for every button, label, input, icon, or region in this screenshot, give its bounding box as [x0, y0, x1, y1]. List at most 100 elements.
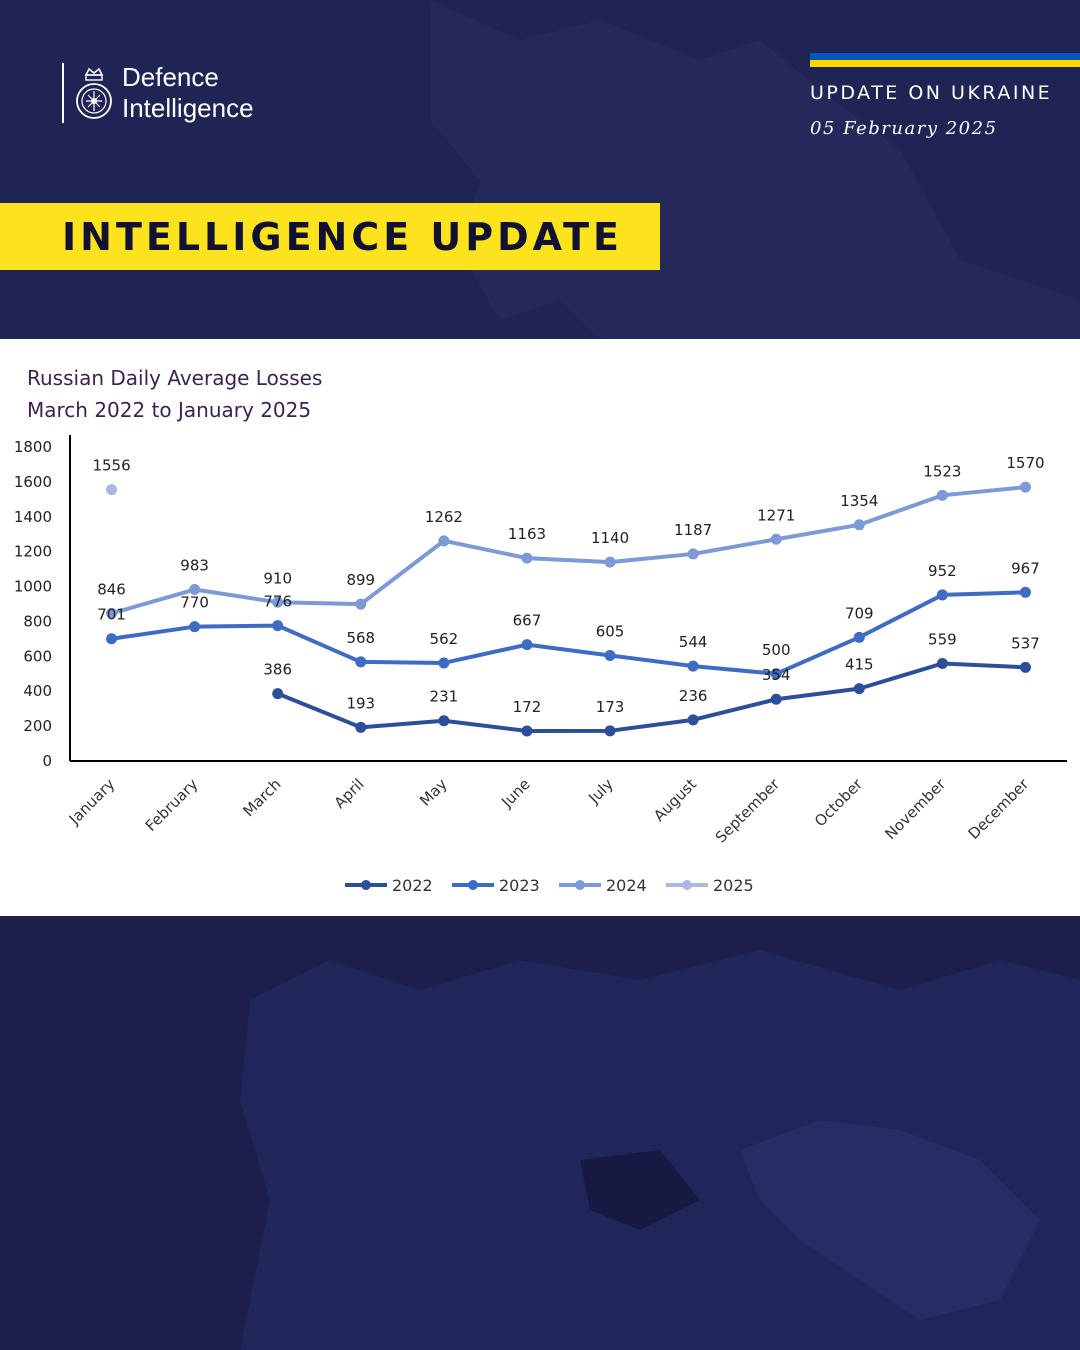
data-label-2024: 1354 [840, 492, 878, 510]
data-point-2023 [936, 589, 948, 601]
y-tick-label: 600 [23, 647, 52, 665]
data-point-2023 [438, 657, 450, 669]
data-point-2024 [770, 533, 782, 545]
update-title: UPDATE ON UKRAINE [810, 82, 1053, 104]
y-tick-label: 1800 [14, 438, 52, 456]
data-point-2023 [770, 668, 782, 680]
data-label-2024: 846 [97, 580, 126, 598]
data-label-2023: 709 [845, 604, 874, 622]
data-label-2022: 354 [762, 666, 791, 684]
data-label-2023: 967 [1011, 559, 1040, 577]
series-line-2023 [111, 590, 1026, 676]
data-label-2023: 667 [513, 612, 542, 630]
y-tick-label: 200 [23, 717, 52, 735]
data-point-2024 [521, 552, 533, 564]
x-tick-label: June [497, 775, 534, 812]
data-label-2023: 952 [928, 562, 957, 580]
y-tick-label: 400 [23, 682, 52, 700]
data-point-2023 [189, 621, 201, 633]
series-line-2022 [276, 661, 1026, 733]
legend-marker-2024 [575, 880, 585, 890]
data-point-2023 [272, 620, 284, 632]
data-point-2022 [604, 725, 616, 737]
y-tick-label: 800 [23, 612, 52, 630]
intelligence-update-banner: INTELLIGENCE UPDATE [0, 203, 660, 270]
data-label-2022: 231 [430, 688, 459, 706]
data-point-2023 [106, 633, 118, 645]
data-label-2024: 1523 [923, 462, 961, 480]
legend-marker-2025 [682, 880, 692, 890]
data-label-2022: 193 [346, 694, 375, 712]
data-point-2024 [687, 548, 699, 560]
data-label-2024: 1163 [508, 525, 546, 543]
data-label-2022: 236 [679, 687, 708, 705]
data-label-2023: 544 [679, 633, 708, 651]
data-point-2024 [355, 598, 367, 610]
x-tick-label: April [331, 775, 368, 812]
y-tick-label: 0 [42, 752, 52, 770]
data-point-2023 [604, 649, 616, 661]
ukraine-flag-bar [810, 53, 1080, 67]
x-tick-label: October [811, 775, 867, 831]
data-point-2022 [770, 693, 782, 705]
chart-subtitle: March 2022 to January 2025 [27, 398, 312, 422]
data-point-2025 [106, 484, 118, 496]
data-point-2024 [438, 535, 450, 547]
x-tick-label: November [881, 775, 949, 843]
chart-panel: Russian Daily Average Losses March 2022 … [0, 339, 1080, 916]
x-tick-label: August [650, 775, 700, 825]
data-point-2024 [604, 556, 616, 568]
x-tick-label: February [142, 775, 202, 835]
data-point-2023 [687, 660, 699, 672]
data-label-2023: 776 [263, 593, 292, 611]
crest-icon [76, 67, 112, 119]
x-tick-label: January [65, 775, 119, 829]
legend-marker-2023 [468, 880, 478, 890]
x-tick-label: March [239, 775, 284, 820]
x-tick-label: May [416, 775, 451, 810]
data-point-2024 [272, 596, 284, 608]
data-point-2022 [936, 657, 948, 669]
data-label-2024: 1187 [674, 521, 712, 539]
data-label-2022: 537 [1011, 634, 1040, 652]
y-tick-label: 1200 [14, 543, 52, 561]
data-point-2024 [189, 584, 201, 596]
legend-marker-2022 [361, 880, 371, 890]
line-chart: 0 200 400 600 800 1000 1200 1400 1600 1800 January… [14, 435, 1067, 895]
data-point-2023 [1019, 586, 1031, 598]
y-tick-label: 1600 [14, 473, 52, 491]
data-label-2024: 983 [180, 557, 209, 575]
data-label-2023: 500 [762, 641, 791, 659]
data-point-2023 [853, 631, 865, 643]
data-point-2022 [853, 683, 865, 695]
y-tick-label: 1000 [14, 578, 52, 596]
data-label-2024: 899 [346, 571, 375, 589]
data-label-2023: 562 [430, 630, 459, 648]
data-point-2024 [1019, 481, 1031, 493]
legend-label-2025: 2025 [713, 876, 754, 895]
legend-label-2024: 2024 [606, 876, 647, 895]
data-point-2024 [853, 519, 865, 531]
data-label-2024: 1262 [425, 508, 463, 526]
data-point-2022 [521, 725, 533, 737]
data-label-2022: 173 [596, 698, 625, 716]
data-label-2022: 415 [845, 656, 874, 674]
data-point-2022 [687, 714, 699, 726]
data-label-2025: 1556 [92, 457, 130, 475]
logo-divider [62, 63, 64, 123]
data-label-2023: 701 [97, 606, 126, 624]
logo-line-1: Defence [122, 62, 219, 92]
data-label-2022: 386 [263, 661, 292, 679]
data-point-2024 [106, 607, 118, 619]
update-date: 05 February 2025 [810, 118, 998, 139]
logo-line-2: Intelligence [122, 93, 254, 123]
x-tick-label: September [712, 775, 784, 847]
data-point-2023 [355, 656, 367, 668]
data-label-2023: 605 [596, 622, 625, 640]
data-point-2022 [272, 688, 284, 700]
data-label-2024: 1140 [591, 529, 629, 547]
data-point-2022 [1019, 661, 1031, 673]
chart-title: Russian Daily Average Losses [27, 366, 323, 390]
x-tick-label: December [965, 775, 1033, 843]
banner-text: INTELLIGENCE UPDATE [62, 215, 624, 259]
